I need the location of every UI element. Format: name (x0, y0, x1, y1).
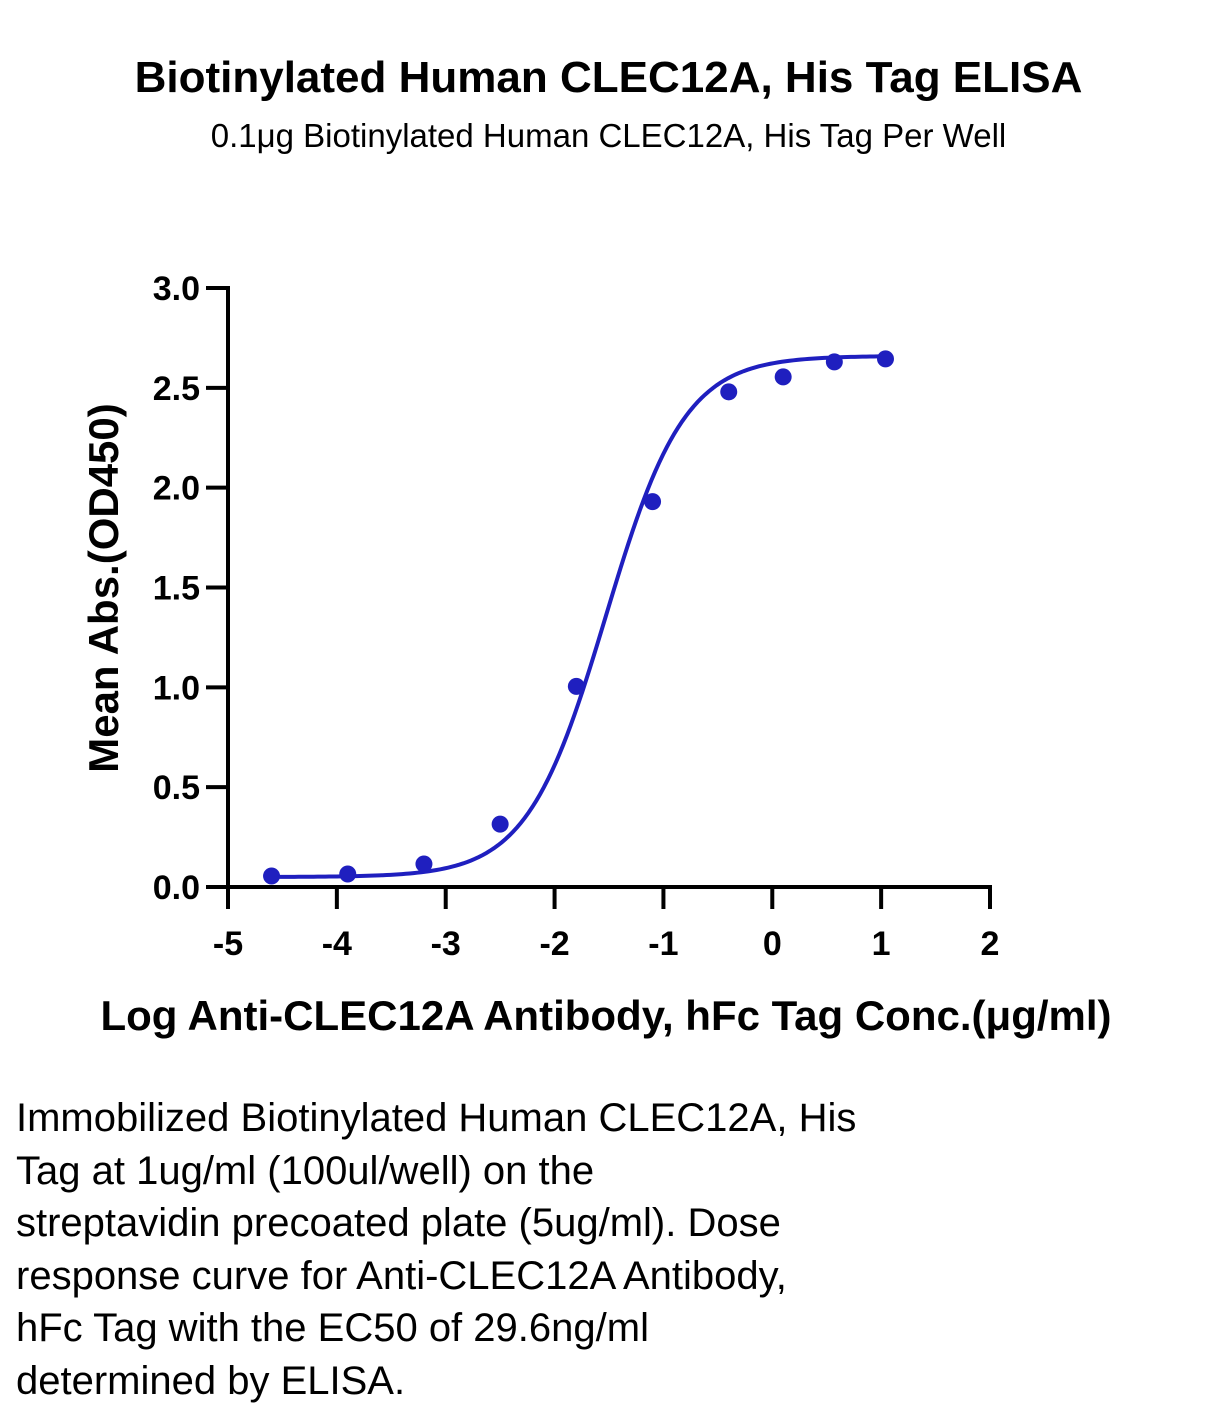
x-axis-label: Log Anti-CLEC12A Antibody, hFc Tag Conc.… (100, 992, 1111, 1039)
y-axis-label: Mean Abs.(OD450) (80, 403, 127, 773)
figure-caption: Immobilized Biotinylated Human CLEC12A, … (16, 1096, 857, 1403)
x-tick-label: -2 (539, 925, 569, 963)
y-tick-label: 1.5 (153, 570, 200, 608)
elisa-dose-response-chart: 0.0 0.5 1.0 1.5 2.0 2.5 3.0 -5 -4 -3 -2 -1 0 1 2 Mean… (80, 270, 1112, 1039)
y-tick-label: 0.0 (153, 869, 200, 907)
data-point (720, 383, 738, 401)
chart-title: Biotinylated Human CLEC12A, His Tag ELIS… (134, 53, 1083, 102)
y-tick-label: 0.5 (153, 769, 200, 807)
x-tick-label: -3 (431, 925, 461, 963)
y-tick-label: 3.0 (153, 270, 200, 308)
x-tick-label: -5 (213, 925, 243, 963)
data-point (415, 855, 433, 873)
axes (226, 286, 992, 889)
data-point (491, 815, 509, 833)
x-tick-label: -1 (648, 925, 678, 963)
data-point (567, 677, 585, 695)
data-point (263, 867, 281, 885)
data-point (644, 493, 662, 511)
y-tick-label: 2.5 (153, 370, 200, 408)
x-tick-label: 2 (981, 925, 1000, 963)
data-point (876, 350, 894, 368)
y-tick-label: 2.0 (153, 470, 200, 508)
x-tick-label: 0 (763, 925, 782, 963)
x-axis-ticks: -5 -4 -3 -2 -1 0 1 2 (213, 887, 1000, 963)
x-tick-label: -4 (322, 925, 352, 963)
y-axis-ticks: 0.0 0.5 1.0 1.5 2.0 2.5 3.0 (153, 270, 228, 907)
data-point (774, 368, 792, 386)
y-tick-label: 1.0 (153, 669, 200, 707)
fit-curve-line (271, 354, 886, 879)
chart-subtitle: 0.1μg Biotinylated Human CLEC12A, His Ta… (210, 117, 1007, 154)
data-point (339, 865, 357, 883)
x-tick-label: 1 (872, 925, 891, 963)
data-points-layer (263, 350, 894, 885)
fit-curve-layer (271, 354, 886, 879)
data-point (825, 353, 843, 371)
